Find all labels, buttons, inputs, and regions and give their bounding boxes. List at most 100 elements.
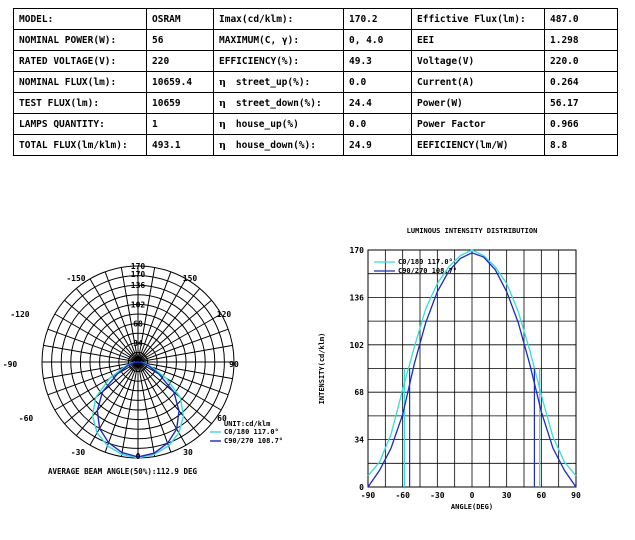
line-chart-title: LUMINOUS INTENSITY DISTRIBUTION	[407, 227, 538, 235]
spec-cell-text: street_up(%):	[235, 76, 311, 88]
spec-cell: 8.8	[544, 134, 618, 156]
line-series-c0	[367, 249, 577, 477]
polar-spoke	[54, 361, 139, 411]
spec-cell-text: 1.298	[550, 34, 579, 46]
polar-spoke	[64, 361, 139, 425]
eta-symbol: η	[219, 76, 226, 88]
polar-spoke	[47, 328, 139, 363]
y-tick-label: 68	[354, 388, 364, 397]
polar-spoke	[137, 267, 156, 363]
polar-spoke	[137, 344, 233, 363]
spec-cell-text: Voltage(V)	[417, 55, 475, 67]
spec-cell-text: Power Factor	[417, 118, 486, 130]
polar-spoke	[120, 361, 139, 457]
eta-symbol: η	[219, 139, 226, 151]
spec-row: MODEL: OSRAM Imax(cd/klm): 170.2 Effictive F…	[13, 8, 618, 30]
y-tick-label: 170	[350, 246, 365, 255]
spec-cell-text: 49.3	[349, 55, 372, 67]
polar-spoke	[64, 299, 139, 363]
polar-spoke	[137, 288, 201, 363]
spec-cell-text: NOMINAL FLUX(lm):	[19, 76, 117, 88]
polar-radial-label: 102	[131, 300, 146, 309]
polar-spoke	[137, 361, 233, 380]
spec-cell: η house_down(%):	[213, 134, 344, 156]
polar-spoke	[104, 271, 139, 363]
polar-spoke	[137, 313, 222, 363]
polar-spoke	[43, 361, 139, 380]
spec-cell-text: 8.8	[550, 139, 568, 151]
y-tick-label: 136	[350, 293, 365, 302]
spec-cell-text: 170.2	[349, 13, 378, 25]
x-tick-label: 60	[537, 491, 547, 500]
spec-row: LAMPS QUANTITY: 1 η house_up(%) 0.0 Power Fac…	[13, 113, 618, 135]
polar-angle-label: -150	[66, 274, 85, 283]
polar-spoke	[137, 361, 187, 446]
spec-cell-text: 0.966	[550, 118, 579, 130]
spec-row: TOTAL FLUX(lm/klm): 493.1 η house_down(%): 2…	[13, 134, 618, 156]
line-chart-grid	[367, 249, 577, 488]
spec-cell-text: TEST FLUX(lm):	[19, 97, 100, 109]
spec-cell-text: 0.264	[550, 76, 579, 88]
spec-cell-text: LAMPS QUANTITY:	[19, 118, 105, 130]
spec-cell-text: Effictive Flux(lm):	[417, 13, 526, 25]
eta-symbol: η	[219, 97, 226, 109]
polar-spoke	[120, 267, 139, 363]
x-tick-label: 90	[571, 491, 581, 500]
polar-spoke	[104, 361, 139, 453]
polar-angle-label: -30	[71, 448, 86, 457]
spec-cell-text: TOTAL FLUX(lm/klm):	[19, 139, 128, 151]
y-tick-label: 0	[359, 483, 364, 492]
polar-spoke	[137, 361, 201, 436]
spec-cell-text: 24.4	[349, 97, 372, 109]
spec-cell-text: house_down(%):	[235, 139, 316, 151]
line-legend-label: C90/270 108.7°	[398, 267, 457, 275]
polar-angle-label: -120	[10, 310, 29, 319]
polar-radial-label: 34	[133, 339, 143, 348]
spec-cell-text: MAXIMUM(C, γ):	[219, 34, 300, 46]
x-tick-label: -30	[430, 491, 445, 500]
spec-cell-text: MODEL:	[19, 13, 54, 25]
spec-cell-text: EEI	[417, 34, 435, 46]
polar-angle-label: 150	[183, 274, 198, 283]
spec-cell-text: 0.0	[349, 118, 367, 130]
polar-angle-label: 90	[229, 360, 239, 369]
spec-cell-text: 1	[152, 118, 158, 130]
eta-symbol: η	[219, 118, 226, 130]
spec-table: MODEL: OSRAM Imax(cd/klm): 170.2 Effictive F…	[13, 8, 618, 156]
spec-cell-text: 56	[152, 34, 164, 46]
y-tick-label: 34	[354, 436, 364, 445]
spec-cell-text: 220	[152, 55, 170, 67]
x-tick-label: 0	[470, 491, 475, 500]
spec-cell-text: 487.0	[550, 13, 579, 25]
polar-series-c0	[91, 361, 185, 459]
polar-angle-label: 120	[217, 310, 232, 319]
polar-spoke	[75, 361, 139, 436]
spec-cell-text: 493.1	[152, 139, 181, 151]
line-series-c90	[367, 252, 577, 488]
spec-cell-text: 56.17	[550, 97, 579, 109]
spec-row: NOMINAL POWER(W): 56 MAXIMUM(C, γ): 0, 4.0 E…	[13, 29, 618, 51]
polar-grid	[41, 265, 235, 459]
polar-spoke	[54, 313, 139, 363]
spec-cell-text: 24.9	[349, 139, 372, 151]
x-tick-label: -90	[361, 491, 376, 500]
polar-spoke	[43, 344, 139, 363]
polar-legend-label: C0/180 117.0°	[224, 428, 279, 436]
line-chart-ylabel: INTENSITY(cd/klm)	[318, 333, 326, 405]
spec-cell-text: 0.0	[349, 76, 367, 88]
polar-angle-label: 0	[136, 452, 141, 461]
polar-angle-label: 170	[131, 270, 146, 279]
polar-spoke	[89, 278, 139, 363]
polar-spoke	[137, 299, 212, 363]
polar-spoke	[137, 328, 229, 363]
polar-angle-label: -90	[3, 360, 18, 369]
y-tick-label: 102	[350, 341, 365, 350]
polar-spoke	[137, 271, 172, 363]
spec-cell-text: 0, 4.0	[349, 34, 384, 46]
polar-spoke	[75, 288, 139, 363]
spec-cell-text: OSRAM	[152, 13, 181, 25]
spec-cell-text: EEFICIENCY(lm/W)	[417, 139, 509, 151]
line-legend-label: C0/180 117.0°	[398, 258, 453, 266]
polar-spoke	[137, 361, 156, 457]
